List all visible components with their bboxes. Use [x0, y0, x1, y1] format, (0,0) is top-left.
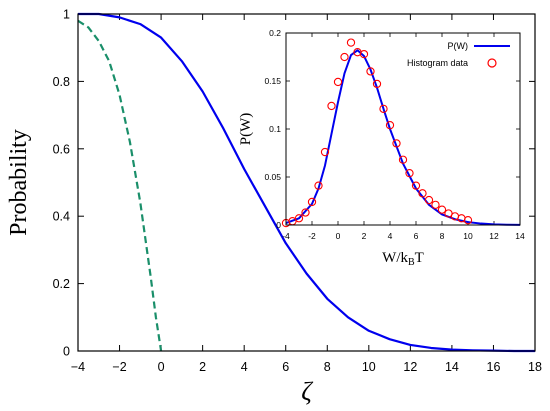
inset-x-label-main: W/k — [382, 250, 408, 266]
main-y-tick-label: 0.2 — [53, 277, 70, 291]
inset-histogram-point — [463, 216, 473, 225]
main-series — [77, 12, 535, 353]
inset-histogram-point — [314, 181, 323, 190]
inset-histogram-point — [405, 169, 414, 178]
main-y-axis-label: Probability — [6, 129, 32, 236]
inset-x-tick-label: 10 — [463, 231, 473, 241]
main-x-tick-label: −4 — [71, 360, 85, 374]
inset-histogram-point — [385, 121, 395, 130]
inset-histogram-point — [346, 38, 356, 47]
inset-histogram-point — [431, 200, 440, 209]
inset-x-tick-label: 14 — [515, 231, 525, 241]
main-x-tick-label: 18 — [528, 360, 542, 374]
main-x-tick-label: 10 — [362, 360, 376, 374]
inset-histogram-point — [398, 155, 408, 164]
inset-histogram-point — [294, 214, 304, 223]
inset-histogram-point — [366, 67, 375, 76]
inset-background — [286, 33, 520, 225]
inset-histogram-point — [424, 195, 434, 205]
inset-histogram-point — [411, 181, 421, 190]
inset-ticks: -4 -2 0 2 4 6 8 10 12 14 0 0.05 0.1 0.15 0.2 — [264, 28, 525, 241]
inset-y-tick-label: 0.2 — [269, 28, 281, 38]
inset-x-tick-label: 12 — [489, 231, 499, 241]
main-y-tick-label: 0 — [63, 345, 70, 359]
main-series-solid-line — [78, 12, 535, 353]
main-x-tick-label: 14 — [445, 360, 459, 374]
inset-histogram-point — [333, 77, 343, 87]
main-x-tick-label: −2 — [112, 360, 126, 374]
inset-y-tick-label: 0.1 — [269, 124, 281, 134]
main-chart: −4 −2 0 2 4 6 8 10 12 14 16 18 0 0.2 0.4 0.6 0.8 1 ζ Prob… — [6, 8, 542, 407]
main-x-tick-label: 0 — [158, 360, 165, 374]
inset-x-tick-label: 6 — [414, 231, 419, 241]
inset-histogram-point — [372, 79, 382, 89]
inset-x-tick-label: -4 — [282, 231, 290, 241]
inset-series — [281, 38, 521, 228]
main-x-tick-label: 6 — [282, 360, 289, 374]
inset-histogram-point — [437, 205, 447, 214]
main-ticks: −4 −2 0 2 4 6 8 10 12 14 16 18 0 0.2 0.4 0.6 0.8 1 — [53, 8, 542, 375]
inset-y-axis-label: P(W) — [238, 113, 254, 146]
main-series-dashed-line — [77, 19, 163, 352]
main-plot-frame — [77, 13, 536, 352]
inset-histogram-point — [307, 197, 317, 207]
inset-y-tick-label: 0.15 — [264, 76, 281, 86]
inset-x-tick-label: 8 — [440, 231, 445, 241]
inset-histogram-point — [340, 52, 349, 62]
inset-plot-frame — [285, 32, 521, 226]
main-x-tick-label: 12 — [403, 360, 417, 374]
main-x-tick-label: 8 — [324, 360, 331, 374]
inset-y-tick-label: 0.05 — [264, 172, 281, 182]
inset-x-tick-label: 0 — [336, 231, 341, 241]
inset-x-axis-label: W/kBT — [382, 250, 424, 268]
inset-histogram-point — [320, 147, 330, 157]
inset-histogram-point — [418, 189, 427, 198]
main-x-tick-label: 2 — [199, 360, 206, 374]
inset-histogram-point — [327, 101, 336, 111]
inset-histogram-point — [392, 139, 401, 148]
inset-y-tick-label: 0 — [276, 220, 281, 230]
inset-legend: P(W) Histogram data — [407, 41, 510, 68]
inset-x-label-sub: B — [408, 257, 415, 268]
main-x-tick-label: 4 — [241, 360, 248, 374]
inset-x-tick-label: 4 — [388, 231, 393, 241]
legend-marker-histogram — [487, 58, 497, 68]
inset-x-label-tail: T — [415, 250, 424, 266]
legend-label-histogram: Histogram data — [407, 58, 468, 68]
legend-label-pw: P(W) — [448, 41, 469, 51]
inset-histogram-point — [301, 208, 310, 217]
inset-x-tick-label: 2 — [362, 231, 367, 241]
inset-x-tick-label: -2 — [308, 231, 316, 241]
main-x-tick-label: 16 — [487, 360, 501, 374]
inset-chart: -4 -2 0 2 4 6 8 10 12 14 0 0.05 0.1 0.15 0.2 W/kBT P(W… — [238, 28, 525, 268]
main-y-tick-label: 0.4 — [53, 210, 70, 224]
main-y-tick-label: 1 — [63, 8, 70, 22]
main-y-tick-label: 0.8 — [53, 75, 70, 89]
inset-histogram-point — [359, 49, 369, 59]
main-y-tick-label: 0.6 — [53, 142, 70, 156]
inset-histogram-point — [379, 104, 388, 113]
main-x-axis-label: ζ — [301, 377, 313, 406]
